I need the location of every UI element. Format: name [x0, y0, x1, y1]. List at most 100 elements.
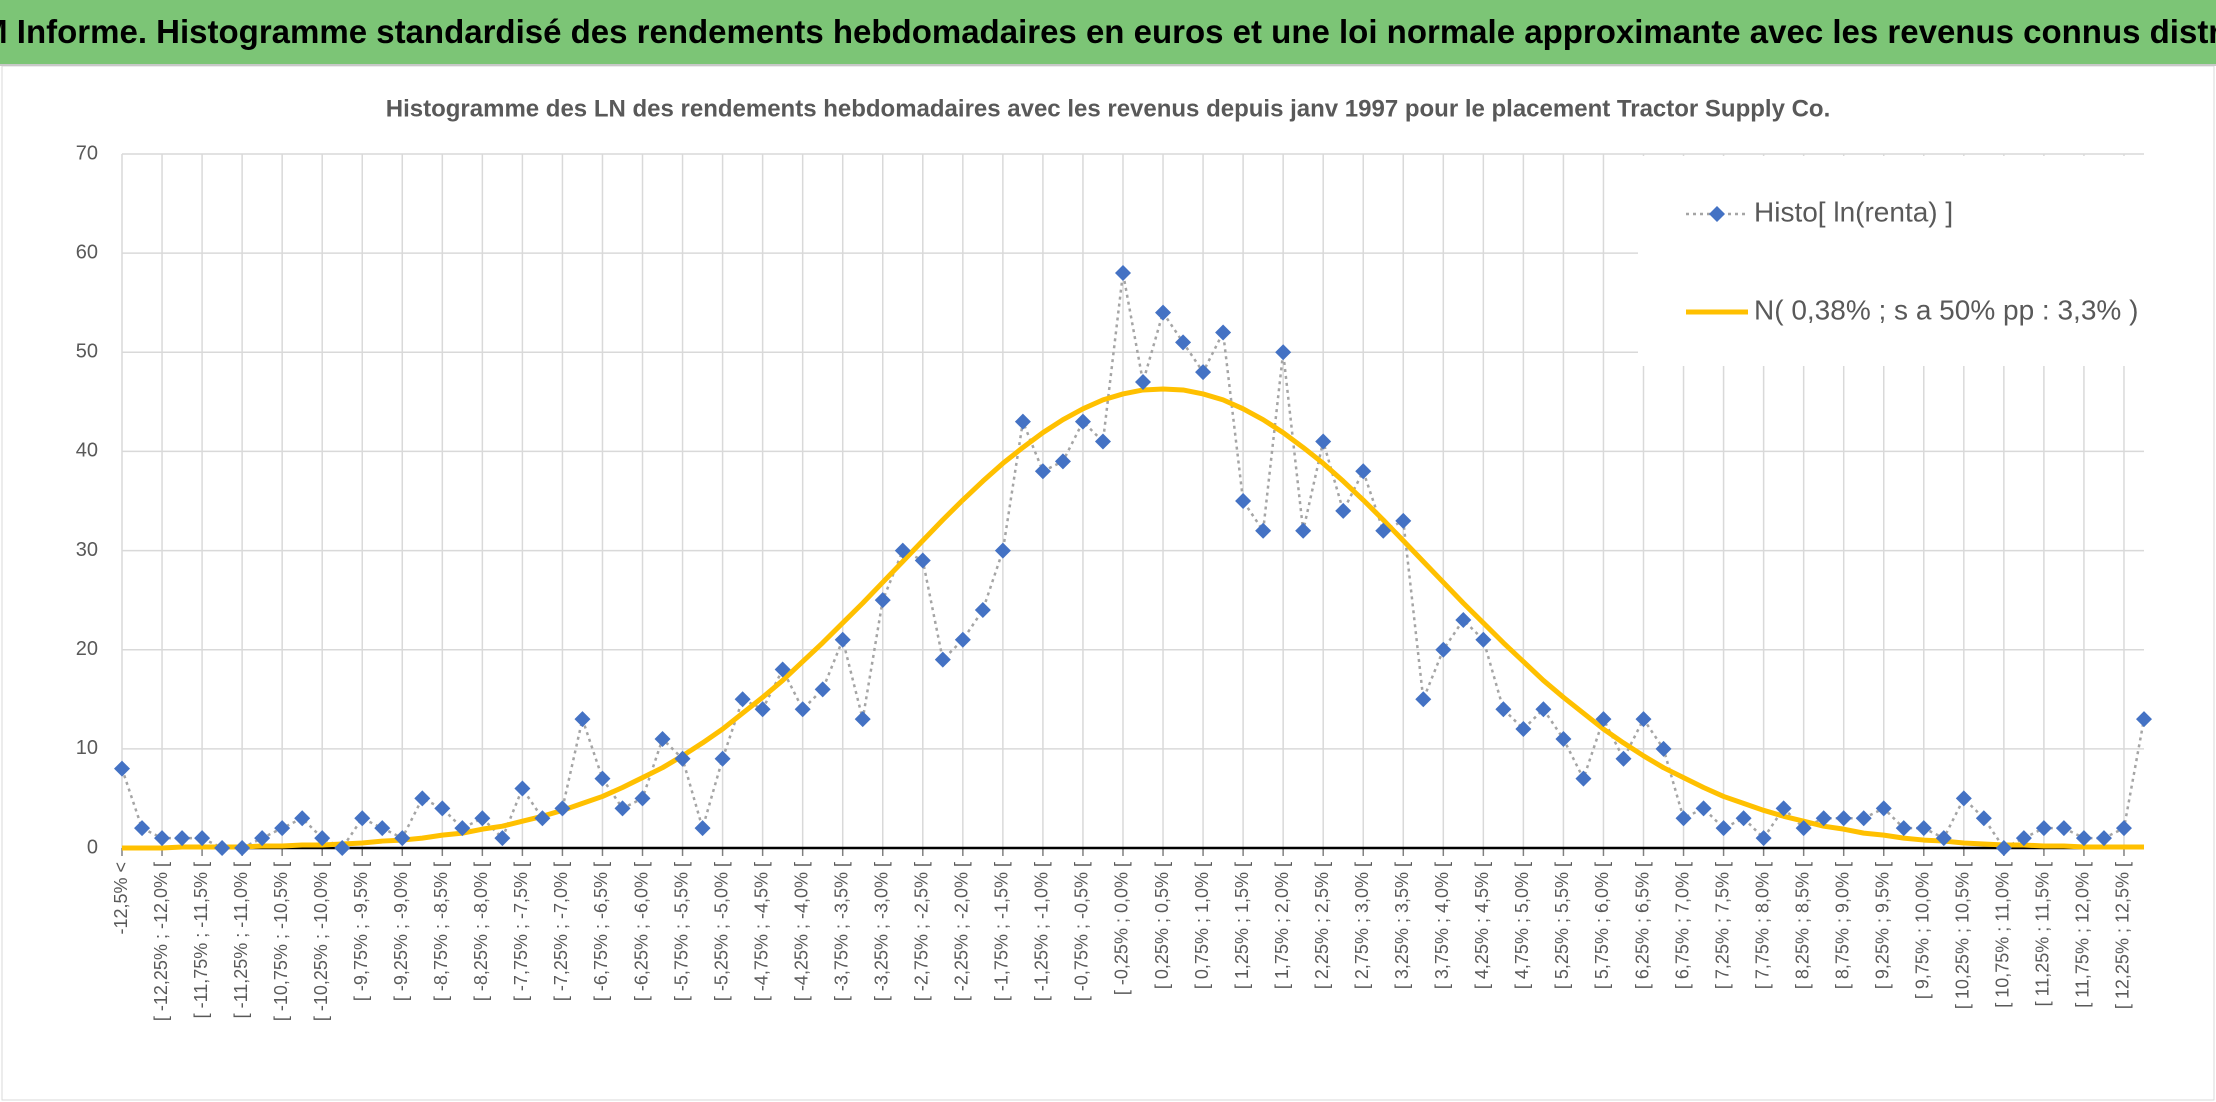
data-point — [2055, 820, 2072, 837]
data-point — [1655, 740, 1672, 757]
x-tick-label: [ 6,25% ; 6,5% [ — [1632, 862, 1652, 989]
data-point — [694, 820, 711, 837]
data-point — [2015, 830, 2032, 847]
data-point — [194, 830, 211, 847]
x-tick-label: [ -11,75% ; -11,5% [ — [191, 862, 211, 1018]
x-tick-label: [ 9,75% ; 10,0% [ — [1913, 862, 1933, 999]
data-point — [874, 592, 891, 609]
x-tick-label: [ -5,75% ; -5,5% [ — [671, 862, 691, 1001]
x-tick-label: [ -9,25% ; -9,0% [ — [391, 862, 411, 1001]
data-point — [454, 820, 471, 837]
x-tick-label: [ -3,75% ; -3,5% [ — [831, 862, 851, 1001]
x-tick-label: [ -7,75% ; -7,5% [ — [511, 862, 531, 1001]
data-point — [1054, 453, 1071, 470]
x-tick-label: [ -0,25% ; 0,0% [ — [1112, 862, 1132, 995]
data-point — [1895, 820, 1912, 837]
data-point — [714, 750, 731, 767]
y-tick-label: 70 — [76, 142, 98, 164]
data-point — [594, 770, 611, 787]
data-point — [934, 651, 951, 668]
data-point — [994, 542, 1011, 559]
x-tick-label: [ -11,25% ; -11,0% [ — [231, 862, 251, 1018]
data-point — [1135, 374, 1152, 391]
x-tick-label: [ 5,75% ; 6,0% [ — [1592, 862, 1612, 989]
y-tick-label: 50 — [76, 341, 98, 363]
x-tick-label: [ 2,75% ; 3,0% [ — [1352, 862, 1372, 989]
x-tick-label: [ 4,75% ; 5,0% [ — [1512, 862, 1532, 989]
x-tick-label: [ -3,25% ; -3,0% [ — [872, 862, 892, 1001]
data-point — [614, 800, 631, 817]
data-point — [1795, 820, 1812, 837]
data-point — [1295, 522, 1312, 539]
data-point — [314, 830, 331, 847]
x-tick-label: [ 11,75% ; 12,0% [ — [2073, 862, 2093, 1008]
data-point — [1195, 364, 1212, 381]
x-tick-label: [ 8,75% ; 9,0% [ — [1832, 862, 1852, 989]
data-point — [354, 810, 371, 827]
data-point — [134, 820, 151, 837]
y-tick-label: 60 — [76, 241, 98, 263]
data-point — [1395, 512, 1412, 529]
x-tick-label: [ -7,25% ; -7,0% [ — [551, 862, 571, 1001]
data-point — [554, 800, 571, 817]
data-point — [1114, 264, 1131, 281]
data-point — [954, 631, 971, 648]
y-tick-label: 0 — [87, 836, 98, 858]
data-point — [1175, 334, 1192, 351]
x-tick-label: [ 2,25% ; 2,5% [ — [1312, 862, 1332, 989]
data-point — [974, 602, 991, 619]
data-point — [1575, 770, 1592, 787]
data-point — [254, 830, 271, 847]
x-tick-label: [ -2,75% ; -2,5% [ — [912, 862, 932, 1001]
data-point — [1715, 820, 1732, 837]
data-point — [574, 711, 591, 728]
data-point — [2115, 820, 2132, 837]
y-tick-label: 10 — [76, 737, 98, 759]
data-point — [1415, 691, 1432, 708]
x-tick-label: [ -9,75% ; -9,5% [ — [351, 862, 371, 1001]
x-tick-label: [ 10,75% ; 11,0% [ — [1993, 862, 2013, 1008]
legend-label: Histo[ ln(renta) ] — [1754, 196, 1953, 227]
x-tick-label: [ 11,25% ; 11,5% [ — [2033, 862, 2053, 1006]
x-tick-label: [ 0,25% ; 0,5% [ — [1152, 862, 1172, 989]
x-tick-label: [ -10,25% ; -10,0% [ — [311, 862, 331, 1021]
data-point — [834, 631, 851, 648]
data-point — [494, 830, 511, 847]
x-tick-label: [ -6,25% ; -6,0% [ — [631, 862, 651, 1001]
x-tick-label: [ -1,25% ; -1,0% [ — [1032, 862, 1052, 1001]
data-point — [1275, 344, 1292, 361]
data-point — [214, 840, 231, 856]
data-point — [1735, 810, 1752, 827]
x-tick-label: [ -10,75% ; -10,5% [ — [271, 862, 291, 1021]
data-point — [1995, 840, 2012, 856]
x-tick-label: [ 3,25% ; 3,5% [ — [1392, 862, 1412, 989]
data-point — [654, 730, 671, 747]
data-point — [734, 691, 751, 708]
x-tick-label: [ -2,25% ; -2,0% [ — [952, 862, 972, 1001]
data-point — [334, 840, 351, 856]
data-point — [1255, 522, 1272, 539]
data-point — [1014, 413, 1031, 430]
data-point — [274, 820, 291, 837]
data-point — [1875, 800, 1892, 817]
data-point — [2136, 711, 2152, 728]
data-point — [294, 810, 311, 827]
data-point — [1335, 502, 1352, 519]
x-tick-label: -12,5% < — [111, 862, 131, 935]
x-tick-label: [ 1,75% ; 2,0% [ — [1272, 862, 1292, 989]
data-point — [174, 830, 191, 847]
x-tick-label: [ 5,25% ; 5,5% [ — [1552, 862, 1572, 989]
data-point — [2075, 830, 2092, 847]
data-point — [1155, 304, 1172, 321]
x-tick-label: [ -4,75% ; -4,5% [ — [751, 862, 771, 1001]
data-point — [1595, 711, 1612, 728]
data-point — [1535, 701, 1552, 718]
data-point — [1375, 522, 1392, 539]
x-tick-label: [ 6,75% ; 7,0% [ — [1672, 862, 1692, 989]
x-tick-label: [ 0,75% ; 1,0% [ — [1192, 862, 1212, 989]
x-tick-label: [ -12,25% ; -12,0% [ — [151, 862, 171, 1021]
data-point — [154, 830, 171, 847]
data-point — [114, 760, 130, 777]
x-tick-label: [ -1,75% ; -1,5% [ — [992, 862, 1012, 1001]
data-point — [1235, 493, 1252, 509]
